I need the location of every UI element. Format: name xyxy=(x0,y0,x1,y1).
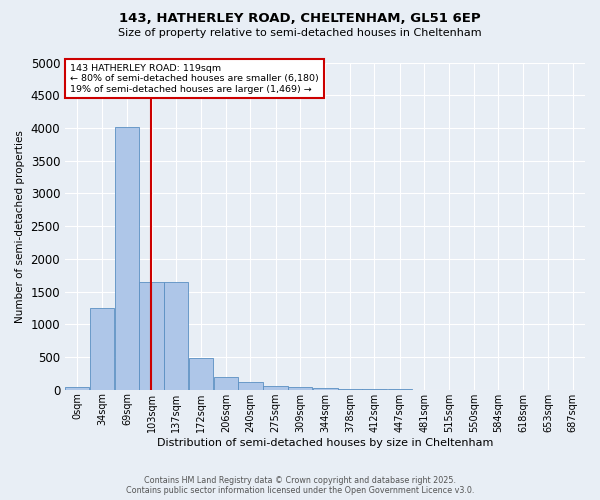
Text: Size of property relative to semi-detached houses in Cheltenham: Size of property relative to semi-detach… xyxy=(118,28,482,38)
Bar xyxy=(139,282,164,390)
Bar xyxy=(115,126,139,390)
Bar xyxy=(238,382,263,390)
Bar xyxy=(164,282,188,390)
Bar xyxy=(189,358,214,390)
Bar xyxy=(65,387,89,390)
Bar xyxy=(263,386,288,390)
Bar xyxy=(214,377,238,390)
Bar xyxy=(313,388,338,390)
Text: 143, HATHERLEY ROAD, CHELTENHAM, GL51 6EP: 143, HATHERLEY ROAD, CHELTENHAM, GL51 6E… xyxy=(119,12,481,26)
Bar xyxy=(338,389,362,390)
Y-axis label: Number of semi-detached properties: Number of semi-detached properties xyxy=(15,130,25,322)
Text: Contains HM Land Registry data © Crown copyright and database right 2025.
Contai: Contains HM Land Registry data © Crown c… xyxy=(126,476,474,495)
Bar xyxy=(89,308,114,390)
Text: 143 HATHERLEY ROAD: 119sqm
← 80% of semi-detached houses are smaller (6,180)
19%: 143 HATHERLEY ROAD: 119sqm ← 80% of semi… xyxy=(70,64,319,94)
Bar xyxy=(288,388,312,390)
X-axis label: Distribution of semi-detached houses by size in Cheltenham: Distribution of semi-detached houses by … xyxy=(157,438,493,448)
